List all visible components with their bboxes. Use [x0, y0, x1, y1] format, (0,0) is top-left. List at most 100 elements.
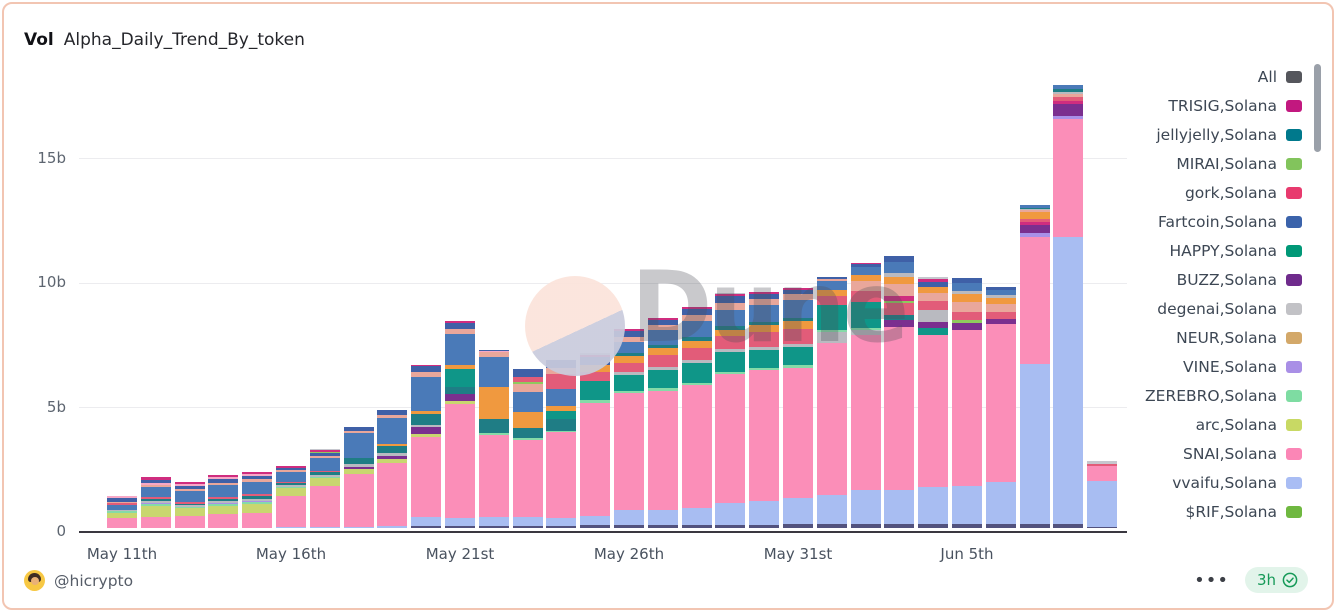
bar-May-16[interactable]	[276, 466, 306, 528]
bar-Jun-1[interactable]	[816, 277, 847, 528]
refresh-age-text: 3h	[1256, 571, 1276, 589]
segment-HAPPY	[783, 347, 813, 366]
segment-VINE	[140, 502, 171, 505]
bar-May-19[interactable]	[377, 409, 408, 528]
bar-May-12[interactable]	[140, 477, 171, 528]
legend-scrollbar[interactable]	[1314, 64, 1321, 152]
bar-Jun-8[interactable]	[1053, 85, 1084, 528]
legend-item-ZEREBRO[interactable]: ZEREBRO,Solana	[1042, 381, 1302, 410]
segment-other	[1053, 524, 1084, 528]
bar-Jun-5[interactable]	[952, 278, 982, 528]
chart-title: Vol Alpha_Daily_Trend_By_token	[24, 30, 305, 50]
segment-navy	[647, 319, 678, 326]
segment-salmon	[614, 337, 644, 343]
legend-item-Fartcoin[interactable]: Fartcoin,Solana	[1042, 207, 1302, 236]
legend-item-label: HAPPY,Solana	[1169, 241, 1277, 260]
segment-other	[580, 525, 611, 528]
bar-May-25[interactable]	[580, 352, 611, 528]
segment-NEUR	[749, 325, 780, 333]
segment-degenai	[952, 290, 982, 295]
segment-SNAI	[512, 439, 543, 517]
segment-other	[884, 524, 915, 528]
bar-May-26[interactable]	[614, 329, 644, 528]
legend-item-All[interactable]: All	[1042, 62, 1302, 91]
bar-May-21[interactable]	[445, 321, 475, 528]
segment-NEUR	[478, 386, 509, 420]
segment-TRISIG	[276, 466, 306, 468]
bar-May-24[interactable]	[546, 360, 577, 528]
segment-salmon	[478, 352, 509, 357]
segment-BUZZ	[445, 393, 475, 402]
segment-MIRAI	[884, 300, 915, 304]
segment-jellyjelly	[445, 387, 475, 394]
segment-jellyjelly	[647, 344, 678, 348]
legend-item-arc[interactable]: arc,Solana	[1042, 410, 1302, 439]
segment-degenai	[377, 453, 408, 456]
bar-May-18[interactable]	[343, 427, 374, 528]
legend-item-jellyjelly[interactable]: jellyjelly,Solana	[1042, 120, 1302, 149]
bar-May-13[interactable]	[174, 482, 205, 528]
bar-May-22[interactable]	[478, 350, 509, 528]
legend-item-TRISIG[interactable]: TRISIG,Solana	[1042, 91, 1302, 120]
segment-navy	[377, 409, 408, 415]
refresh-age-badge[interactable]: 3h	[1244, 567, 1308, 593]
segment-degenai	[647, 367, 678, 371]
segment-other	[715, 524, 746, 528]
legend-item-HAPPY[interactable]: HAPPY,Solana	[1042, 236, 1302, 265]
segment-other	[952, 524, 982, 528]
bar-May-20[interactable]	[411, 365, 442, 528]
bar-Jun-9[interactable]	[1087, 461, 1118, 528]
bar-May-11[interactable]	[107, 495, 137, 528]
segment-SNAI	[107, 518, 137, 528]
segment-ZEREBRO	[715, 371, 746, 375]
segment-vvaifu	[647, 509, 678, 525]
legend-item-vvaifu[interactable]: vvaifu,Solana	[1042, 468, 1302, 497]
segment-jellyjelly	[343, 458, 374, 465]
y-axis-label-5b: 5b	[46, 397, 66, 416]
author-handle[interactable]: @hicrypto	[54, 571, 134, 590]
legend-color-swatch	[1286, 389, 1302, 402]
bar-Jun-2[interactable]	[850, 263, 881, 528]
more-options-icon[interactable]: •••	[1194, 569, 1229, 591]
legend-item-$RIF[interactable]: $RIF,Solana	[1042, 497, 1302, 526]
bar-May-17[interactable]	[309, 448, 340, 528]
legend-item-VINE[interactable]: VINE,Solana	[1042, 352, 1302, 381]
segment-vvaifu	[1019, 363, 1050, 525]
segment-SNAI	[208, 514, 239, 528]
bar-May-28[interactable]	[681, 306, 712, 528]
segment-TRISIG	[884, 295, 915, 301]
segment-other	[478, 525, 509, 528]
segment-gork	[884, 303, 915, 316]
bar-Jun-6[interactable]	[985, 286, 1016, 528]
segment-navy	[816, 277, 847, 279]
segment-HAPPY	[850, 302, 881, 329]
segment-navy	[276, 467, 306, 471]
bar-May-23[interactable]	[512, 368, 543, 528]
legend-item-NEUR[interactable]: NEUR,Solana	[1042, 323, 1302, 352]
bar-May-29[interactable]	[715, 292, 746, 528]
segment-degenai	[107, 509, 137, 512]
bar-May-30[interactable]	[749, 291, 780, 528]
legend-item-degenai[interactable]: degenai,Solana	[1042, 294, 1302, 323]
segment-HAPPY	[681, 362, 712, 383]
bar-May-31[interactable]	[783, 288, 813, 528]
bar-Jun-7[interactable]	[1019, 205, 1050, 528]
segment-vvaifu	[580, 516, 611, 525]
legend-item-label: degenai,Solana	[1157, 299, 1277, 318]
legend-item-BUZZ[interactable]: BUZZ,Solana	[1042, 265, 1302, 294]
bar-May-14[interactable]	[208, 474, 239, 528]
segment-jellyjelly	[1053, 89, 1084, 92]
bar-May-15[interactable]	[242, 472, 273, 528]
bar-Jun-3[interactable]	[884, 255, 915, 528]
segment-TRISIG	[715, 294, 746, 297]
legend-item-gork[interactable]: gork,Solana	[1042, 178, 1302, 207]
segment-gork	[309, 470, 340, 473]
legend-item-MIRAI[interactable]: MIRAI,Solana	[1042, 149, 1302, 178]
legend-item-SNAI[interactable]: SNAI,Solana	[1042, 439, 1302, 468]
segment-Fartcoin	[174, 490, 205, 502]
legend-color-swatch	[1286, 447, 1302, 460]
segment-Fartcoin	[614, 342, 644, 353]
bar-May-27[interactable]	[647, 317, 678, 528]
bar-Jun-4[interactable]	[918, 276, 949, 528]
segment-gork	[546, 373, 577, 389]
